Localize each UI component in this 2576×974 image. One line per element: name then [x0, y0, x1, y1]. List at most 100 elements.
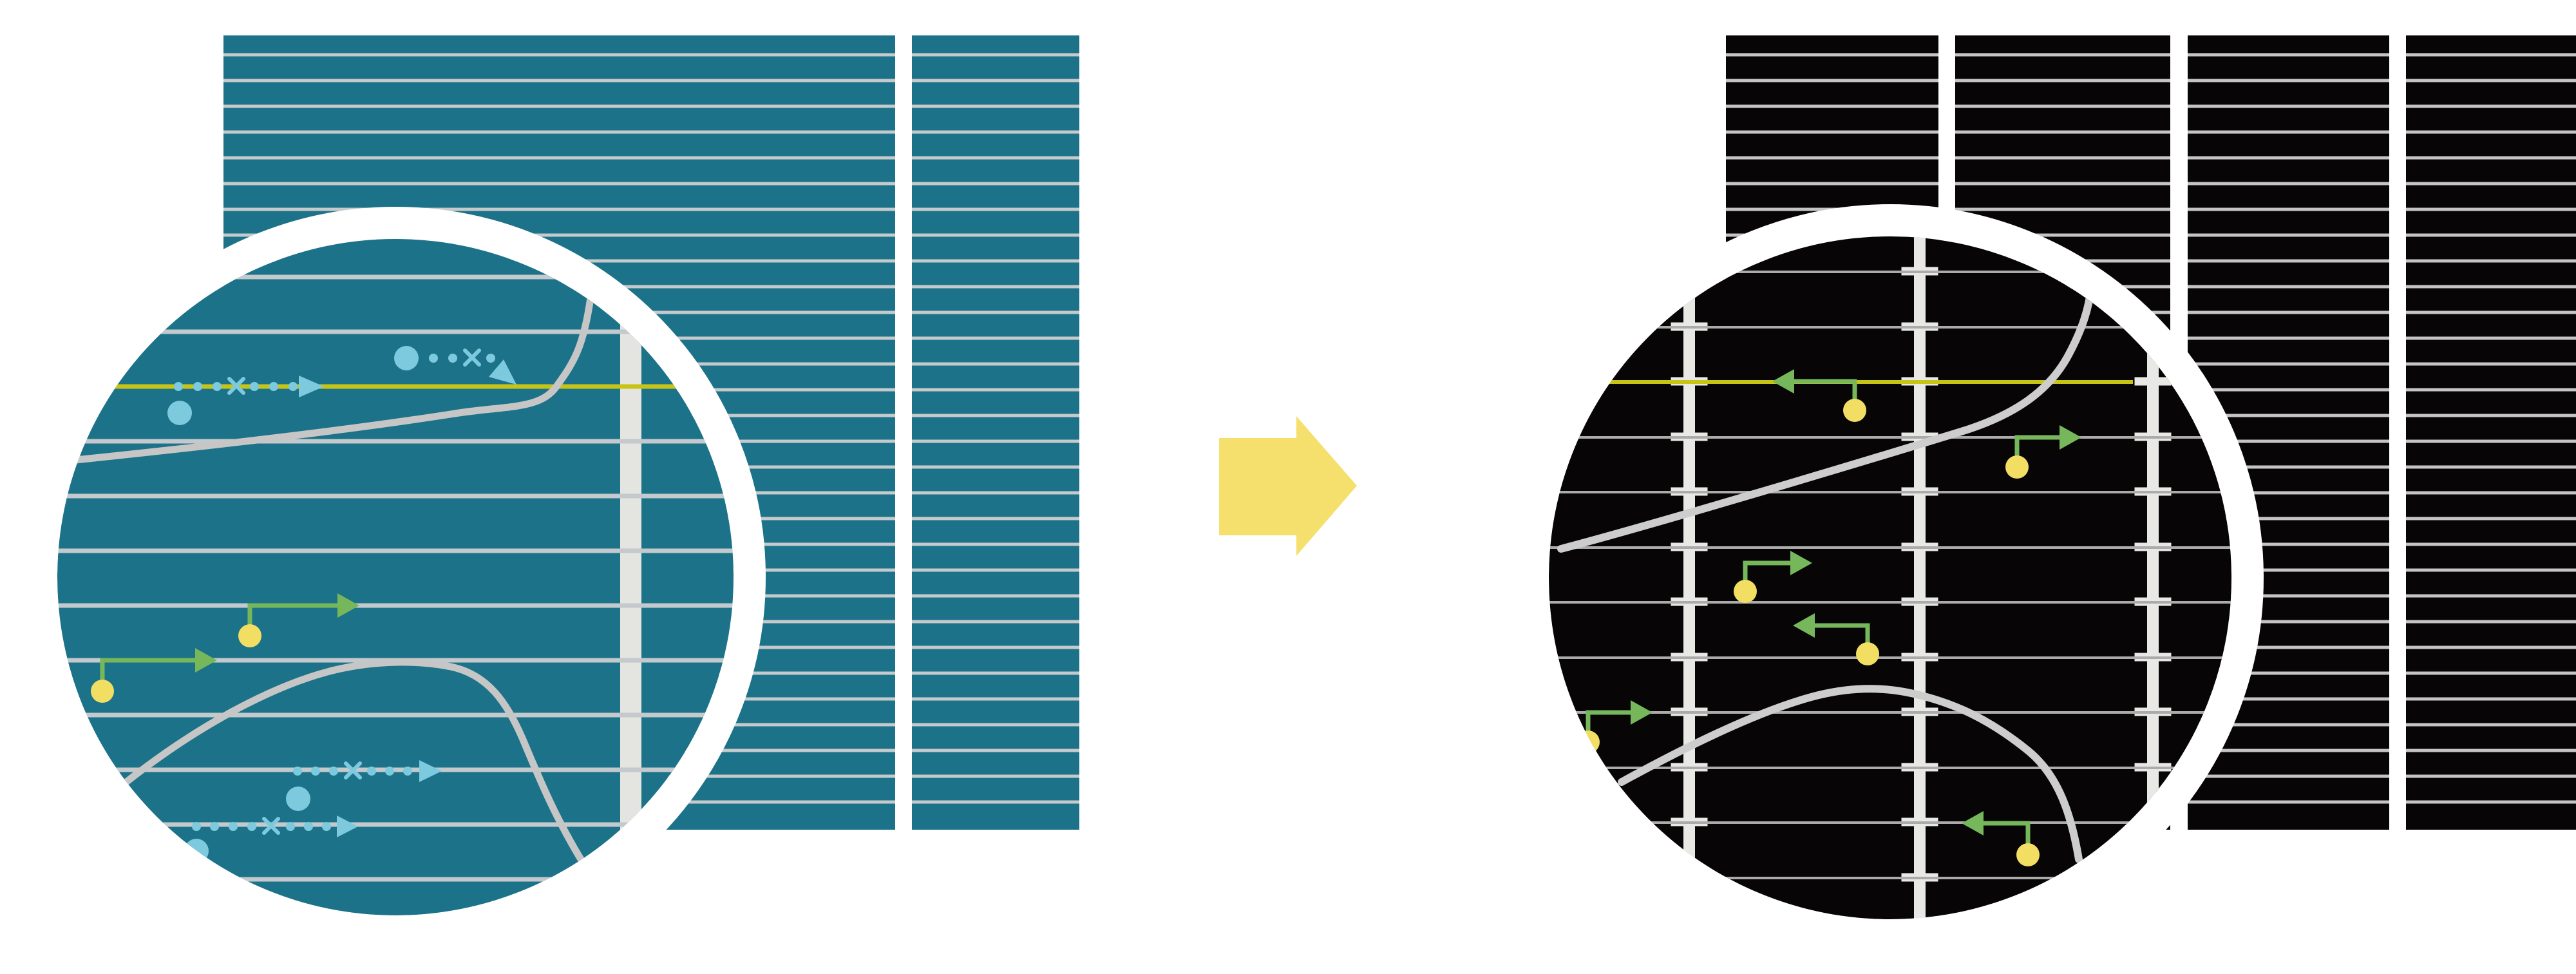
grain-boundary-curve — [72, 294, 594, 464]
inset-finger-line — [1549, 877, 2231, 879]
carrier-yellow — [1843, 399, 1866, 422]
finger-line — [223, 53, 1079, 57]
inset-finger-line — [57, 548, 734, 553]
trail-dot — [247, 822, 256, 831]
magnifier-ring — [1517, 204, 2264, 951]
right-magnifier-inset — [1517, 204, 2264, 951]
electron-blue — [167, 401, 192, 425]
trail-dot — [210, 822, 219, 831]
recombination-x-icon — [227, 377, 245, 395]
right-arrow-icon — [1219, 416, 1357, 556]
finger-line — [1726, 259, 2576, 263]
finger-line — [223, 104, 1079, 108]
finger-line — [223, 259, 1079, 263]
trail-dot — [367, 767, 376, 776]
carrier-yellow — [91, 680, 114, 703]
trail-dot — [269, 382, 278, 391]
busbar-gap — [2389, 34, 2406, 831]
trail-dot — [385, 767, 394, 776]
inset-finger-line — [1549, 821, 2231, 824]
trail-dot — [293, 767, 302, 776]
trail-dot — [311, 767, 320, 776]
carrier-yellow — [1856, 642, 1879, 665]
highlighted-finger-line — [57, 384, 734, 389]
recombination-x-icon — [463, 349, 481, 367]
trail-dot — [229, 822, 238, 831]
green-arrowhead-icon — [1772, 369, 1794, 394]
finger-line — [1726, 156, 2576, 160]
inset-finger-line — [1549, 711, 2231, 714]
trail-dot — [193, 382, 202, 391]
blue-arrowhead-icon — [489, 359, 516, 385]
inset-finger-line — [57, 439, 734, 444]
finger-line — [1726, 79, 2576, 82]
busbar — [2147, 236, 2159, 919]
trail-dot — [448, 354, 457, 363]
busbar — [620, 239, 641, 915]
inset-finger-line — [1549, 491, 2231, 493]
grain-boundary-curve — [122, 658, 585, 863]
inset-background — [1549, 236, 2231, 919]
carrier-path — [1586, 710, 1631, 737]
carrier-yellow — [2016, 843, 2040, 866]
inset-finger-line — [1549, 546, 2231, 549]
blue-arrowhead-icon — [337, 816, 358, 837]
green-arrowhead-icon — [1793, 613, 1815, 638]
inset-finger-line — [1549, 436, 2231, 439]
trail-dot — [289, 382, 298, 391]
finger-line — [1726, 233, 2576, 237]
carrier-path — [100, 658, 195, 686]
carrier-path — [1743, 560, 1790, 586]
trail-dot — [213, 382, 222, 391]
grain-boundary-curve — [1557, 283, 2095, 553]
trail-dot — [486, 354, 495, 363]
busbar-contact-pad — [2134, 377, 2172, 386]
finger-line — [223, 207, 1079, 211]
grain-boundary-curve — [1618, 685, 2083, 863]
recombination-x-icon — [344, 761, 362, 779]
inset-finger-line — [1549, 326, 2231, 329]
busbar — [1914, 236, 1926, 919]
carrier-yellow — [1734, 580, 1757, 603]
blue-arrowhead-icon — [419, 760, 442, 782]
trail-dot — [286, 822, 295, 831]
carrier-yellow — [238, 624, 261, 647]
inset-content — [57, 239, 734, 915]
finger-line — [223, 79, 1079, 82]
green-arrowhead-icon — [195, 648, 217, 673]
inset-finger-line — [57, 603, 734, 608]
trail-dot — [174, 382, 183, 391]
electron-blue — [394, 346, 419, 370]
finger-line — [223, 233, 1079, 237]
blue-arrowhead-icon — [299, 376, 324, 397]
finger-line — [223, 156, 1079, 160]
inset-finger-line — [57, 767, 734, 772]
finger-line — [1726, 182, 2576, 186]
trail-dot — [429, 354, 438, 363]
trail-dot — [329, 767, 338, 776]
carrier-yellow — [2005, 455, 2029, 479]
carrier-path — [247, 603, 337, 631]
busbar-contact-pad — [2134, 873, 2172, 882]
inset-finger-line — [1549, 656, 2231, 659]
finger-line — [1726, 130, 2576, 134]
inset-finger-line — [57, 329, 734, 334]
inset-finger-line — [1549, 271, 2231, 273]
inset-finger-line — [1549, 767, 2231, 769]
carrier-path — [1815, 623, 1870, 649]
trail-dot — [250, 382, 259, 391]
finger-line — [223, 130, 1079, 134]
trail-dot — [304, 822, 313, 831]
carrier-path — [2014, 435, 2060, 462]
carrier-path — [1794, 379, 1857, 405]
recombination-x-icon — [262, 817, 280, 835]
electron-blue — [286, 787, 310, 811]
inset-finger-line — [57, 493, 734, 499]
carrier-path — [1984, 821, 2031, 850]
inset-finger-line — [57, 712, 734, 718]
inset-finger-line — [57, 822, 734, 827]
green-arrowhead-icon — [1631, 700, 1653, 725]
trail-dot — [192, 822, 201, 831]
green-arrowhead-icon — [1790, 551, 1812, 575]
